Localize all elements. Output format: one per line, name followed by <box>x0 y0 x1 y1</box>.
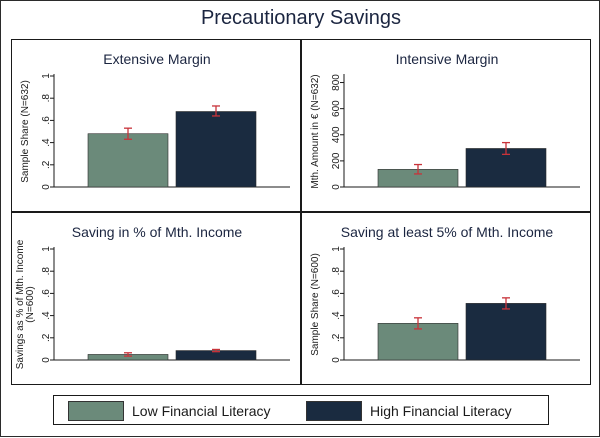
y-axis-label: Sample Share (N=600) <box>310 253 321 356</box>
legend-swatch-low <box>68 401 124 421</box>
panel-title: Extensive Margin <box>103 51 210 67</box>
y-tick-label: .8 <box>41 267 52 276</box>
y-tick-label: .8 <box>41 94 52 103</box>
y-tick-label: .2 <box>41 160 52 169</box>
y-tick-label: 200 <box>331 152 342 169</box>
y-axis-label: Mth. Amount in € (N=632) <box>310 74 321 188</box>
y-tick-label: .4 <box>41 138 52 147</box>
y-tick-label: .8 <box>331 267 342 276</box>
legend-label-low: Low Financial Literacy <box>132 403 271 419</box>
panel-saving-at-least-5: Saving at least 5% of Mth. Income 0 .2 .4 .6… <box>301 212 591 385</box>
y-tick-label: .2 <box>331 333 342 342</box>
panel-saving-percent: Saving in % of Mth. Income 0 .2 .4 .6 .8 1 Savi… <box>11 212 301 385</box>
figure-title: Precautionary Savings <box>200 7 402 29</box>
legend-swatch-high <box>306 401 362 421</box>
y-tick-label: 1 <box>331 246 342 252</box>
y-tick-label: .4 <box>331 311 342 320</box>
y-tick-label: 0 <box>41 357 52 363</box>
panel-title: Saving at least 5% of Mth. Income <box>341 224 554 240</box>
panel-intensive-margin: Intensive Margin 0 200 400 600 800 Mth. Amount… <box>301 39 591 212</box>
y-tick-label: 400 <box>331 126 342 143</box>
y-tick-label: 800 <box>331 74 342 91</box>
y-tick-label: .4 <box>41 311 52 320</box>
y-tick-label: 1 <box>41 73 52 79</box>
y-tick-label: 0 <box>331 184 342 190</box>
y-tick-label: 0 <box>331 357 342 363</box>
bar-low <box>87 133 169 188</box>
panel-extensive-margin: Extensive Margin 0 .2 .4 .6 .8 1 Sample Share (… <box>11 39 301 212</box>
y-tick-label: .6 <box>41 116 52 125</box>
panel-title: Intensive Margin <box>396 51 499 67</box>
y-tick-label: .6 <box>331 289 342 298</box>
panel-title: Saving in % of Mth. Income <box>72 224 243 240</box>
y-axis-label: (N=600) <box>25 286 36 322</box>
y-tick-label: .2 <box>41 333 52 342</box>
bar-high <box>465 303 547 361</box>
y-tick-label: 600 <box>331 100 342 117</box>
y-axis-label: Savings as % of Mth. Income <box>15 239 26 369</box>
y-axis-label: Sample Share (N=632) <box>20 80 31 183</box>
y-tick-label: 1 <box>41 246 52 252</box>
y-tick-label: .6 <box>41 289 52 298</box>
legend-label-high: High Financial Literacy <box>370 403 512 419</box>
y-tick-label: 0 <box>41 184 52 190</box>
bar-high <box>175 111 257 188</box>
legend: Low Financial Literacy High Financial Li… <box>53 395 549 425</box>
